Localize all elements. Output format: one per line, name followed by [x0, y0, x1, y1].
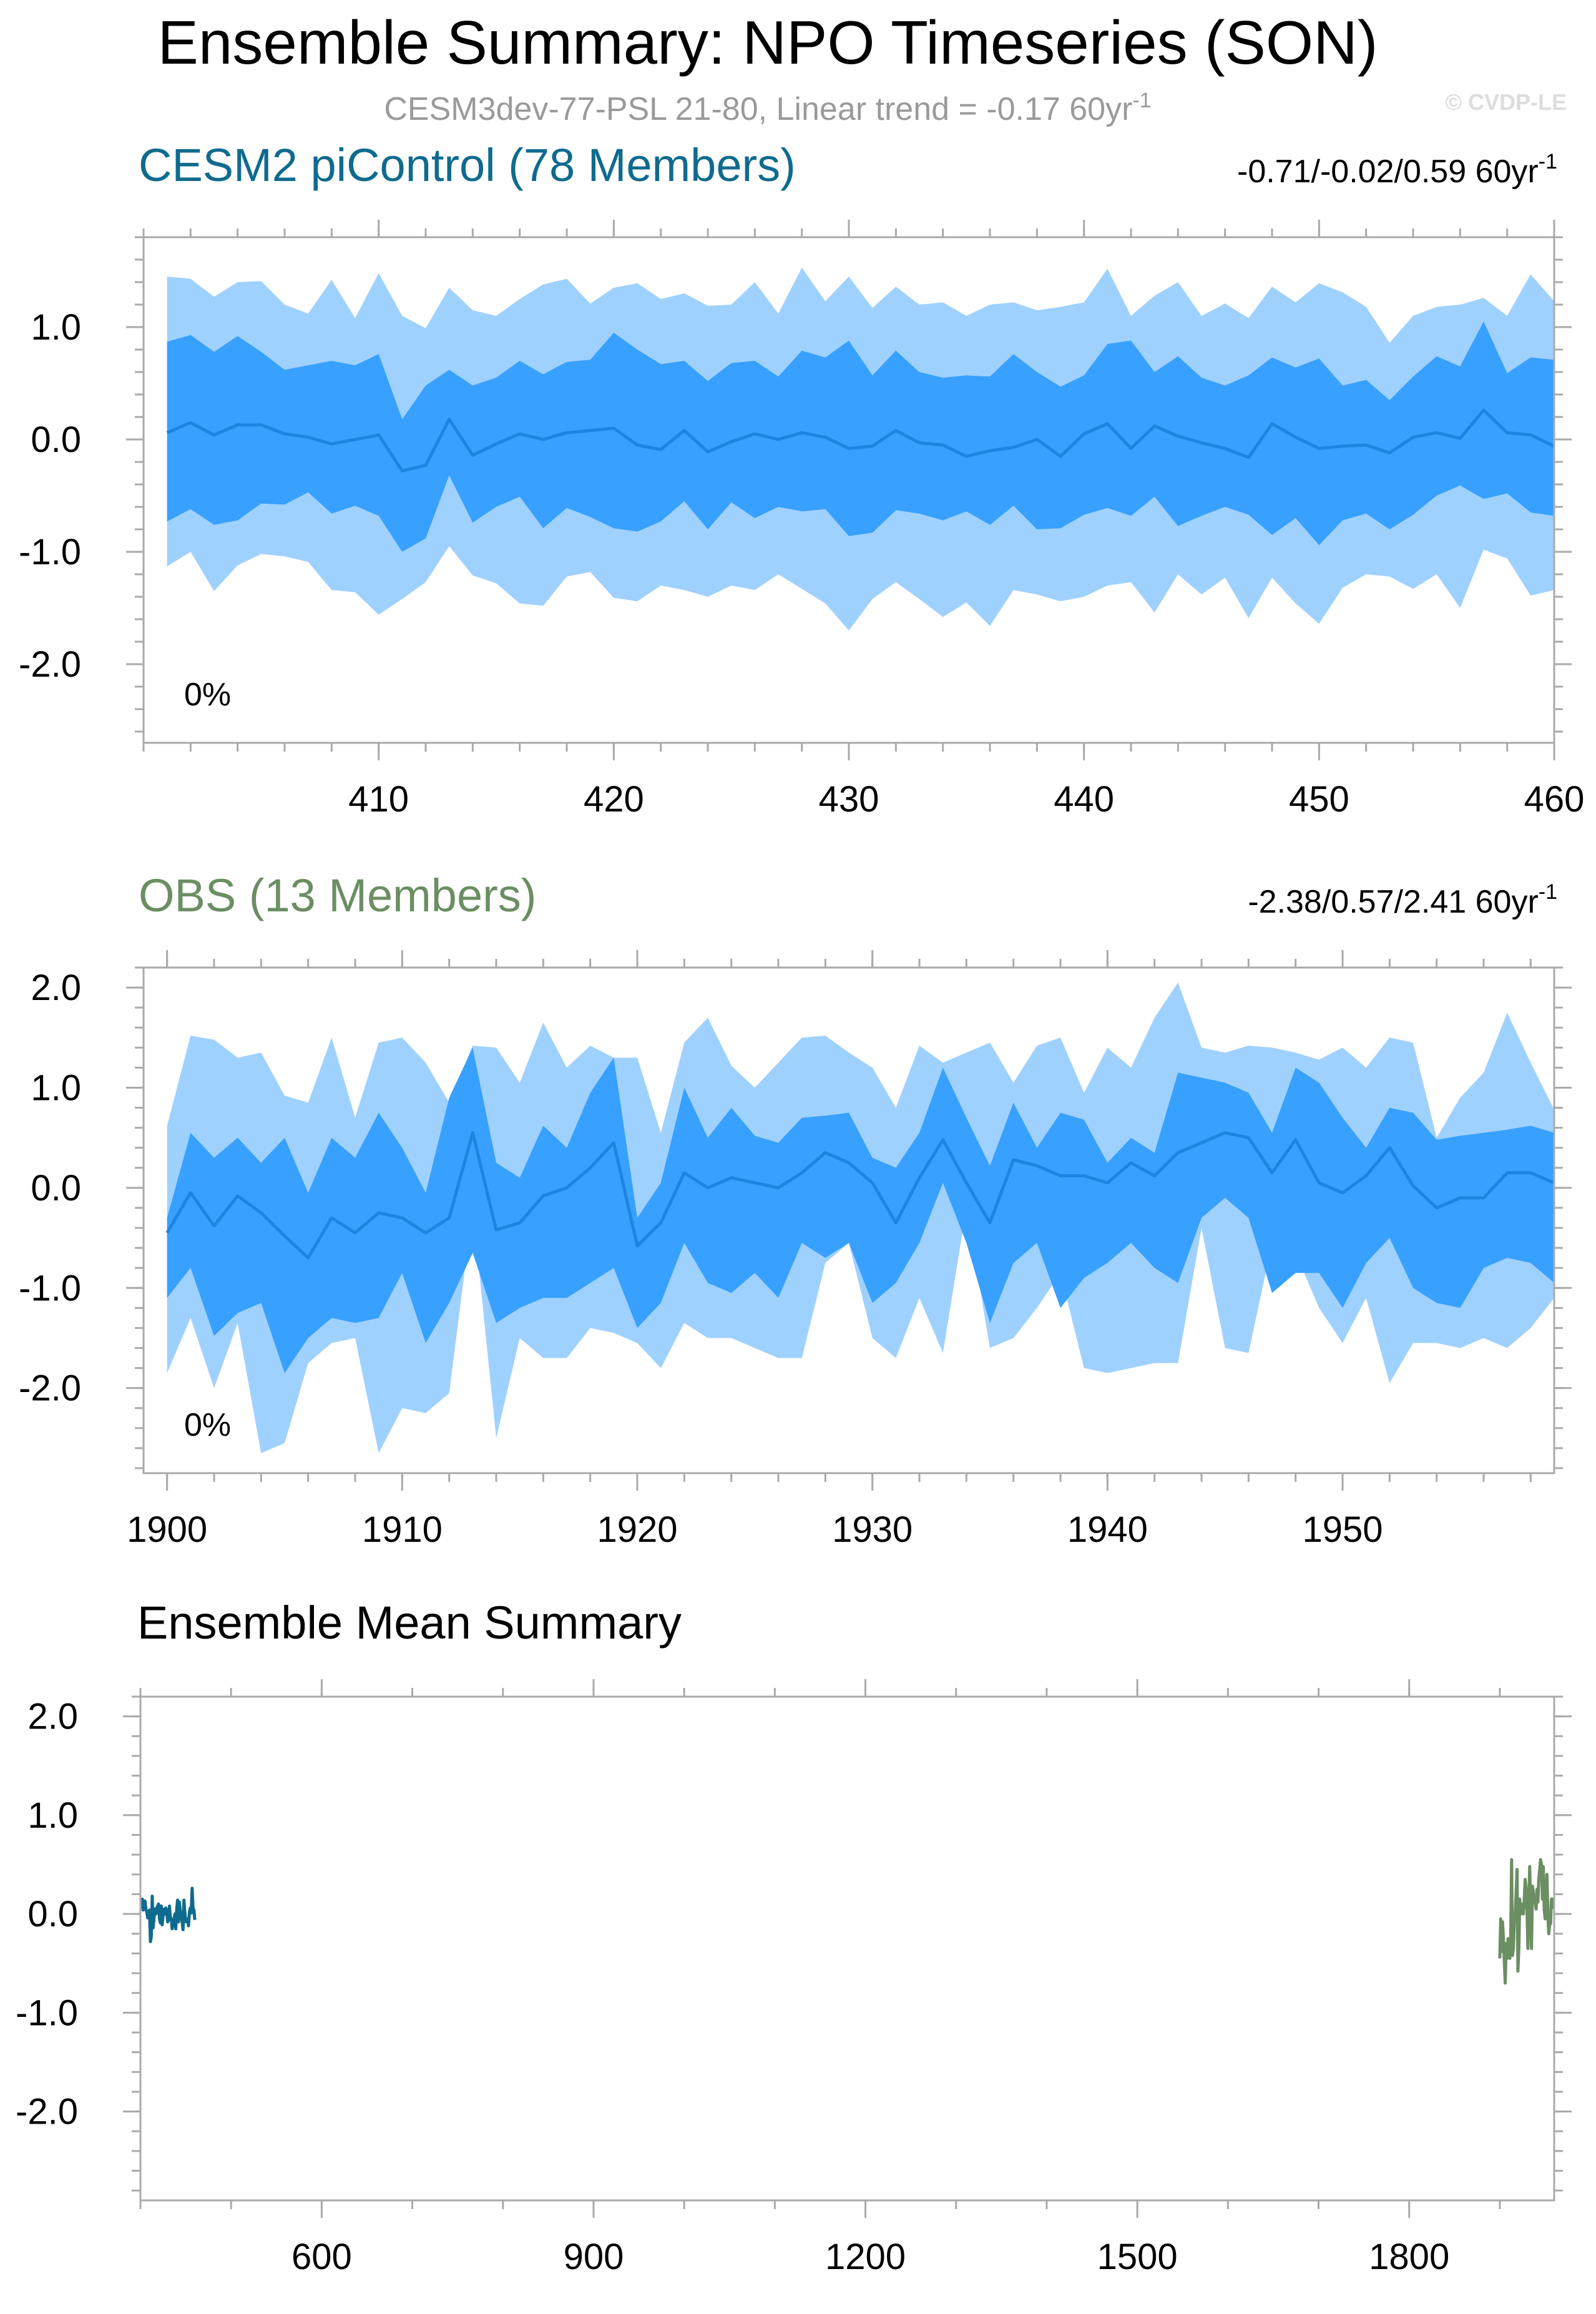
cesm2-x-tick-label: 430 [819, 779, 879, 820]
ensemble_mean-y-tick-label: -1.0 [16, 1993, 78, 2033]
obs-y-tick-label: 1.0 [31, 1067, 81, 1108]
cesm2-x-tick-label: 410 [348, 779, 409, 820]
obs-title: OBS (13 Members) [139, 870, 536, 921]
cesm2-ensemble-mean-line [166, 408, 1555, 473]
obs-y-tick-label: 2.0 [31, 968, 81, 1008]
cesm2-plot-frame [142, 236, 1555, 744]
obs-stats-sup: -1 [1539, 880, 1557, 904]
cesm2-percent-label: 0% [184, 677, 231, 713]
cesm2-y-tick-label: 0.0 [31, 419, 81, 460]
cesm2-stats-main: -0.71/-0.02/0.59 60yr [1237, 154, 1539, 190]
ensemble_mean-y-tick-label: 2.0 [27, 1697, 78, 1737]
ensemble_mean-y-tick-label: 1.0 [27, 1795, 78, 1836]
obs-panel: 1900 1910 1920 1930 1940 1950 2.0 1.0 0.0 -1.0 -2.… [19, 870, 1572, 1550]
cesm2-stats-sup: -1 [1539, 150, 1557, 174]
obs-x-tick-label: 1930 [832, 1509, 913, 1550]
obs-y-tick-label: 0.0 [31, 1168, 81, 1208]
obs-x-tick-label: 1910 [362, 1509, 443, 1550]
obs-x-tick-label: 1900 [127, 1509, 207, 1550]
cesm2-interquartile-band [167, 321, 1555, 552]
cesm2-panel: 410 420 430 440 450 460 1.0 0.0 -1.0 -2.0 0% CESM2 … [19, 139, 1584, 820]
figure-subtitle: CESM3dev-77-PSL 21-80, Linear trend = -0… [384, 89, 1151, 127]
ensemble_mean-x-tick-label: 1200 [825, 2237, 906, 2277]
figure-title: Ensemble Summary: NPO Timeseries (SON) [158, 8, 1378, 77]
obs-interquartile-band [167, 1047, 1555, 1373]
ensemble_mean-x-tick-label: 1500 [1097, 2237, 1178, 2277]
cesm2-x-tick-label: 460 [1524, 779, 1585, 820]
ensemble-mean-plot-frame [139, 1695, 1555, 2202]
obs-mean-trace [1498, 1858, 1555, 1985]
obs-x-tick-label: 1920 [597, 1509, 677, 1550]
cesm2-y-tick-label: -1.0 [19, 532, 81, 572]
figure-subtitle-sup: -1 [1132, 89, 1151, 112]
ensemble_mean-plot-background [140, 1697, 1554, 2200]
figure-subtitle-main: CESM3dev-77-PSL 21-80, Linear trend = -0… [384, 91, 1132, 127]
obs-x-tick-label: 1950 [1302, 1509, 1383, 1550]
ensemble_mean-x-tick-label: 900 [564, 2237, 624, 2277]
cesm2-y-tick-label: -2.0 [19, 644, 81, 685]
ensemble_mean-y-tick-label: 0.0 [27, 1894, 78, 1934]
obs-stats-main: -2.38/0.57/2.41 60yr [1248, 884, 1538, 920]
ensemble_mean-y-tick-label: -2.0 [16, 2092, 78, 2132]
obs-ensemble-mean-line [165, 1131, 1555, 1260]
obs-percent-label: 0% [184, 1407, 231, 1443]
cesm2-x-tick-label: 420 [584, 779, 644, 820]
ensemble-mean-panel: 600 900 1200 1500 1800 2.0 1.0 0.0 -1.0 -2.0 Ensem… [16, 1597, 1572, 2277]
ensemble_mean-x-tick-label: 600 [291, 2237, 352, 2277]
watermark: © CVDP-LE [1445, 89, 1567, 115]
obs-stats: -2.38/0.57/2.41 60yr-1 [1248, 880, 1557, 920]
cesm2-x-tick-label: 440 [1054, 779, 1114, 820]
ensemble_mean-x-tick-label: 1800 [1369, 2237, 1449, 2277]
cesm2-mean-trace [140, 1886, 197, 1943]
obs-y-tick-label: -1.0 [19, 1268, 81, 1308]
cesm2-stats: -0.71/-0.02/0.59 60yr-1 [1237, 150, 1557, 190]
ensemble-mean-title: Ensemble Mean Summary [137, 1597, 682, 1649]
cesm2-x-tick-label: 450 [1289, 779, 1349, 820]
obs-y-tick-label: -2.0 [19, 1368, 81, 1409]
obs-x-tick-label: 1940 [1067, 1509, 1148, 1550]
cesm2-y-tick-label: 1.0 [31, 307, 81, 348]
obs-plot-frame [142, 966, 1555, 1474]
cesm2-title: CESM2 piControl (78 Members) [139, 139, 796, 191]
